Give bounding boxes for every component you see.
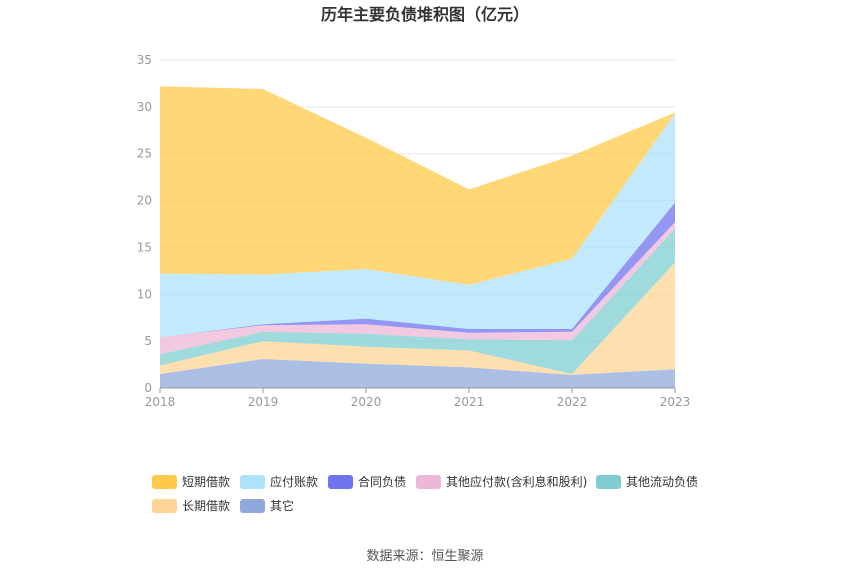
x-tick-label: 2023 [660, 395, 691, 409]
x-tick-label: 2022 [557, 395, 588, 409]
area-其它 [160, 358, 675, 388]
legend-swatch [240, 499, 265, 513]
y-tick-label: 0 [144, 381, 152, 395]
legend-swatch [240, 475, 265, 489]
y-tick-label: 10 [137, 287, 152, 301]
y-tick-label: 25 [137, 147, 152, 161]
y-tick-label: 30 [137, 100, 152, 114]
legend-swatch [152, 475, 177, 489]
y-tick-label: 15 [137, 240, 152, 254]
y-axis: 0 5 10 15 20 25 30 35 [137, 53, 152, 395]
y-tick-label: 5 [144, 334, 152, 348]
legend-swatch [596, 475, 621, 489]
y-tick-label: 35 [137, 53, 152, 67]
chart-title: 历年主要负债堆积图（亿元） [321, 5, 529, 24]
area-其他流动负债 [160, 228, 675, 374]
legend-swatch [328, 475, 353, 489]
area-其他应付款(含利息和股利) [160, 222, 675, 355]
x-tick-label: 2020 [351, 395, 382, 409]
x-tick-label: 2019 [248, 395, 279, 409]
legend-label: 短期借款 [182, 475, 230, 489]
data-source: 数据来源：恒生聚源 [366, 549, 484, 564]
area-series [160, 86, 675, 388]
legend-label: 长期借款 [182, 499, 230, 513]
legend-label: 其它 [270, 498, 294, 513]
legend-swatch [152, 499, 177, 513]
legend-label: 合同负债 [358, 474, 406, 489]
x-axis: 2018 2019 2020 2021 2022 2023 [145, 387, 691, 409]
area-长期借款 [160, 262, 675, 375]
y-tick-label: 20 [137, 194, 152, 208]
legend-label: 其他流动负债 [626, 475, 698, 489]
legend-label: 应付账款 [270, 474, 318, 489]
x-tick-label: 2021 [454, 395, 485, 409]
x-tick-label: 2018 [145, 395, 176, 409]
legend-swatch [416, 475, 441, 489]
area-应付账款 [160, 113, 675, 338]
area-短期借款 [160, 86, 675, 285]
legend-label: 其他应付款(含利息和股利) [446, 474, 587, 489]
